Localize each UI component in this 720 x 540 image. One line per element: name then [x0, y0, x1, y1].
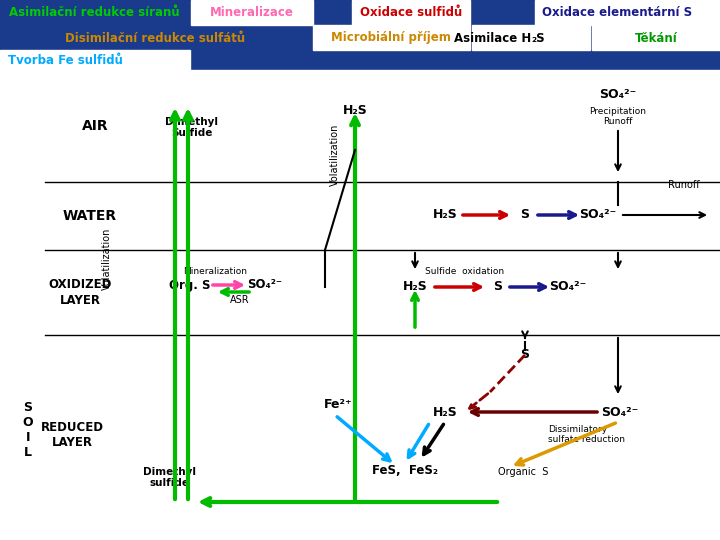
Text: S: S: [521, 348, 529, 361]
Text: OXIDIZED: OXIDIZED: [48, 278, 112, 291]
Text: Dissimilatory: Dissimilatory: [548, 426, 607, 435]
Text: Microbiální příjem: Microbiální příjem: [331, 31, 451, 44]
Text: SO₄²⁻: SO₄²⁻: [599, 89, 636, 102]
Text: Tvorba Fe sulfidů: Tvorba Fe sulfidů: [8, 53, 123, 66]
Text: H₂S: H₂S: [433, 208, 457, 221]
Text: sulfide: sulfide: [150, 478, 190, 488]
Text: O: O: [23, 416, 33, 429]
Text: Sulfide: Sulfide: [171, 128, 212, 138]
Text: Těkání: Těkání: [634, 31, 678, 44]
Bar: [352, 0, 470, 25]
Text: Asimilace H: Asimilace H: [454, 31, 531, 44]
Text: Dimethyl: Dimethyl: [143, 467, 197, 477]
Text: Disimilační redukce sulfátů: Disimilační redukce sulfátů: [65, 31, 245, 44]
Text: Volatilization: Volatilization: [102, 227, 112, 289]
Text: Org. S: Org. S: [169, 279, 211, 292]
Text: Organic  S: Organic S: [498, 467, 549, 477]
Text: ₂S: ₂S: [531, 31, 544, 44]
Text: LAYER: LAYER: [52, 436, 92, 449]
Text: S: S: [521, 208, 529, 221]
Bar: [472, 25, 590, 50]
Bar: [0, 50, 190, 70]
Text: Precipitation: Precipitation: [590, 107, 647, 117]
Bar: [592, 25, 720, 50]
Text: SO₄²⁻: SO₄²⁻: [580, 208, 616, 221]
Bar: [0, 25, 720, 50]
Text: AIR: AIR: [81, 119, 108, 133]
Text: SO₄²⁻: SO₄²⁻: [601, 406, 639, 419]
Text: Sulfide  oxidation: Sulfide oxidation: [426, 267, 505, 276]
Text: I: I: [26, 431, 30, 444]
Text: SO₄²⁻: SO₄²⁻: [549, 280, 587, 294]
Text: S: S: [24, 401, 32, 414]
Text: Mineralization: Mineralization: [183, 267, 247, 276]
Text: Fe²⁺: Fe²⁺: [324, 399, 352, 411]
Bar: [0, 0, 720, 25]
Text: H₂S: H₂S: [402, 280, 428, 294]
Text: Dimethyl: Dimethyl: [166, 117, 218, 127]
Text: H₂S: H₂S: [433, 406, 457, 419]
Text: H₂S: H₂S: [343, 104, 367, 117]
Bar: [0, 50, 720, 70]
Text: WATER: WATER: [63, 209, 117, 223]
Text: S: S: [493, 280, 503, 294]
Bar: [0, 70, 720, 540]
Text: LAYER: LAYER: [60, 294, 101, 307]
Text: Runoff: Runoff: [668, 180, 700, 190]
Text: Mineralizace: Mineralizace: [210, 6, 294, 19]
Text: Asimilační redukce síranů: Asimilační redukce síranů: [9, 6, 179, 19]
Text: ASR: ASR: [230, 295, 250, 305]
Bar: [313, 25, 470, 50]
Bar: [535, 0, 720, 25]
Bar: [191, 0, 313, 25]
Text: Oxidace sulfidů: Oxidace sulfidů: [360, 6, 462, 19]
Text: L: L: [24, 446, 32, 459]
Text: FeS,  FeS₂: FeS, FeS₂: [372, 463, 438, 476]
Text: Runoff: Runoff: [603, 118, 633, 126]
Text: Oxidace elementární S: Oxidace elementární S: [542, 6, 692, 19]
Text: sulfate reduction: sulfate reduction: [548, 435, 625, 444]
Text: Volatilization: Volatilization: [330, 124, 340, 186]
Text: REDUCED: REDUCED: [40, 421, 104, 434]
Text: SO₄²⁻: SO₄²⁻: [248, 279, 282, 292]
